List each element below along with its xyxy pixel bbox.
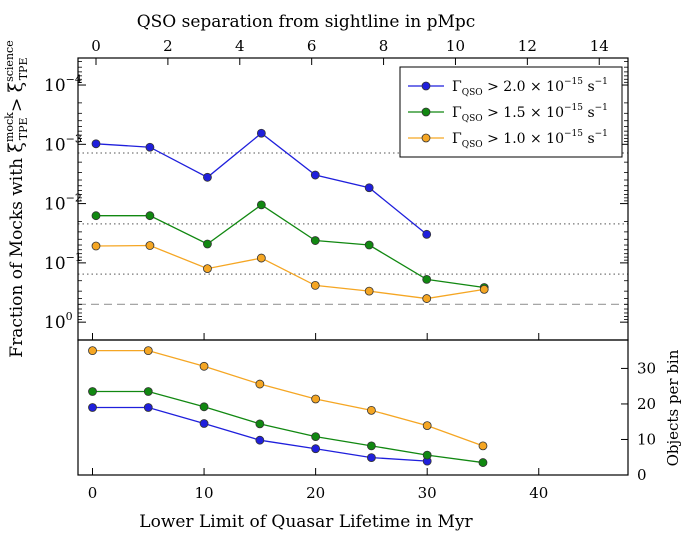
series-line-top-0 xyxy=(95,132,428,235)
series-line-bottom-0 xyxy=(92,406,428,462)
top-axis-tick-label: 8 xyxy=(379,37,389,55)
y-axis-title: Fraction of Mocks with ξmockTPE > ξscien… xyxy=(3,40,30,357)
data-point-bottom xyxy=(478,441,488,451)
top-panel: 0 2 4 6 8 10 12 14 10−4 10−3 10−2 10−1 100 Fraction o… xyxy=(3,37,629,358)
data-point-bottom xyxy=(311,394,321,404)
data-point-bottom xyxy=(88,346,97,356)
series-line-top-1 xyxy=(96,204,485,289)
legend-label: ΓQSO > 2.0 × 10−15 s−1 xyxy=(452,77,608,98)
x-axis-tick-label: 40 xyxy=(529,484,548,502)
x-axis-tick-label: 0 xyxy=(88,484,98,502)
data-point-bottom xyxy=(311,432,321,442)
data-point-top xyxy=(91,241,101,251)
data-point-bottom xyxy=(422,421,432,431)
top-axis-tick-label: 14 xyxy=(590,37,609,55)
data-point-bottom xyxy=(478,458,488,467)
data-point-bottom xyxy=(88,387,97,396)
data-point-bottom xyxy=(367,441,376,451)
y-axis-tick-label: 10−2 xyxy=(44,192,82,215)
data-point-bottom xyxy=(255,435,265,445)
data-point-top xyxy=(145,142,155,152)
data-point-top xyxy=(203,172,212,182)
right-axis-tick-label: 20 xyxy=(637,395,656,413)
top-axis-title: QSO separation from sightline in pMpc xyxy=(137,12,476,32)
data-point-bottom xyxy=(143,346,153,356)
legend-label: ΓQSO > 1.0 × 10−15 s−1 xyxy=(452,129,608,150)
top-axis-tick-label: 4 xyxy=(235,37,245,55)
data-point-top xyxy=(422,294,432,303)
series-line-bottom-2 xyxy=(92,350,484,447)
series-line-top-2 xyxy=(95,244,485,300)
data-point-bottom xyxy=(422,450,432,460)
data-point-top xyxy=(256,253,266,263)
legend-swatch-marker xyxy=(421,81,431,91)
data-point-bottom xyxy=(143,403,153,412)
right-axis-tick-label: 30 xyxy=(637,359,656,377)
top-axis-tick-label: 12 xyxy=(518,37,537,55)
data-point-top xyxy=(364,286,374,296)
legend-label: ΓQSO > 1.5 × 10−15 s−1 xyxy=(452,103,608,124)
data-point-top xyxy=(256,200,266,210)
legend-swatch-marker xyxy=(421,107,431,117)
right-axis-title: Objects per bin xyxy=(664,349,682,466)
bottom-plot-frame xyxy=(77,339,629,476)
data-point-bottom xyxy=(199,361,209,371)
x-axis-tick-label: 30 xyxy=(418,484,437,502)
data-point-bottom xyxy=(311,444,321,454)
top-axis-tick-label: 6 xyxy=(307,37,317,55)
y-axis-tick-label: 10−1 xyxy=(44,251,82,274)
data-point-top xyxy=(145,211,155,221)
data-point-bottom xyxy=(143,387,153,396)
legend-swatch-marker xyxy=(421,133,431,143)
series-line-bottom-1 xyxy=(92,390,484,464)
top-axis-tick-label: 2 xyxy=(163,37,173,55)
top-axis-tick-label: 0 xyxy=(91,37,101,55)
data-point-top xyxy=(203,264,212,274)
y-axis-tick-label: 10−4 xyxy=(44,73,82,96)
data-point-top xyxy=(479,284,489,294)
x-axis-title: Lower Limit of Quasar Lifetime in Myr xyxy=(139,512,473,532)
right-axis-tick-label: 10 xyxy=(637,430,656,448)
data-point-top xyxy=(364,183,374,193)
data-point-bottom xyxy=(367,405,376,415)
data-point-bottom xyxy=(88,403,97,412)
x-axis-tick-label: 10 xyxy=(195,484,214,502)
data-point-top xyxy=(310,281,320,290)
data-point-top xyxy=(422,274,432,284)
y-axis-tick-label: 10−3 xyxy=(44,132,82,155)
data-point-bottom xyxy=(255,379,265,389)
data-point-top xyxy=(422,229,432,239)
data-point-top xyxy=(145,241,155,250)
data-point-top xyxy=(91,211,101,221)
data-point-top xyxy=(256,128,266,138)
data-point-bottom xyxy=(255,419,265,429)
data-point-top xyxy=(203,239,212,249)
data-point-top xyxy=(310,236,320,245)
data-point-bottom xyxy=(199,402,209,412)
data-point-top xyxy=(310,170,320,180)
right-axis-tick-label: 0 xyxy=(637,466,647,484)
axis-titles: QSO separation from sightline in pMpc Lo… xyxy=(137,12,682,532)
data-point-top xyxy=(364,240,374,250)
data-point-bottom xyxy=(367,453,376,462)
x-axis-tick-label: 20 xyxy=(306,484,325,502)
bottom-panel: 0 10 20 30 40 0 10 20 30 xyxy=(77,333,656,502)
data-point-top xyxy=(91,139,101,149)
y-axis-tick-label: 100 xyxy=(44,310,73,333)
top-axis-tick-label: 10 xyxy=(446,37,465,55)
data-point-bottom xyxy=(199,419,209,428)
